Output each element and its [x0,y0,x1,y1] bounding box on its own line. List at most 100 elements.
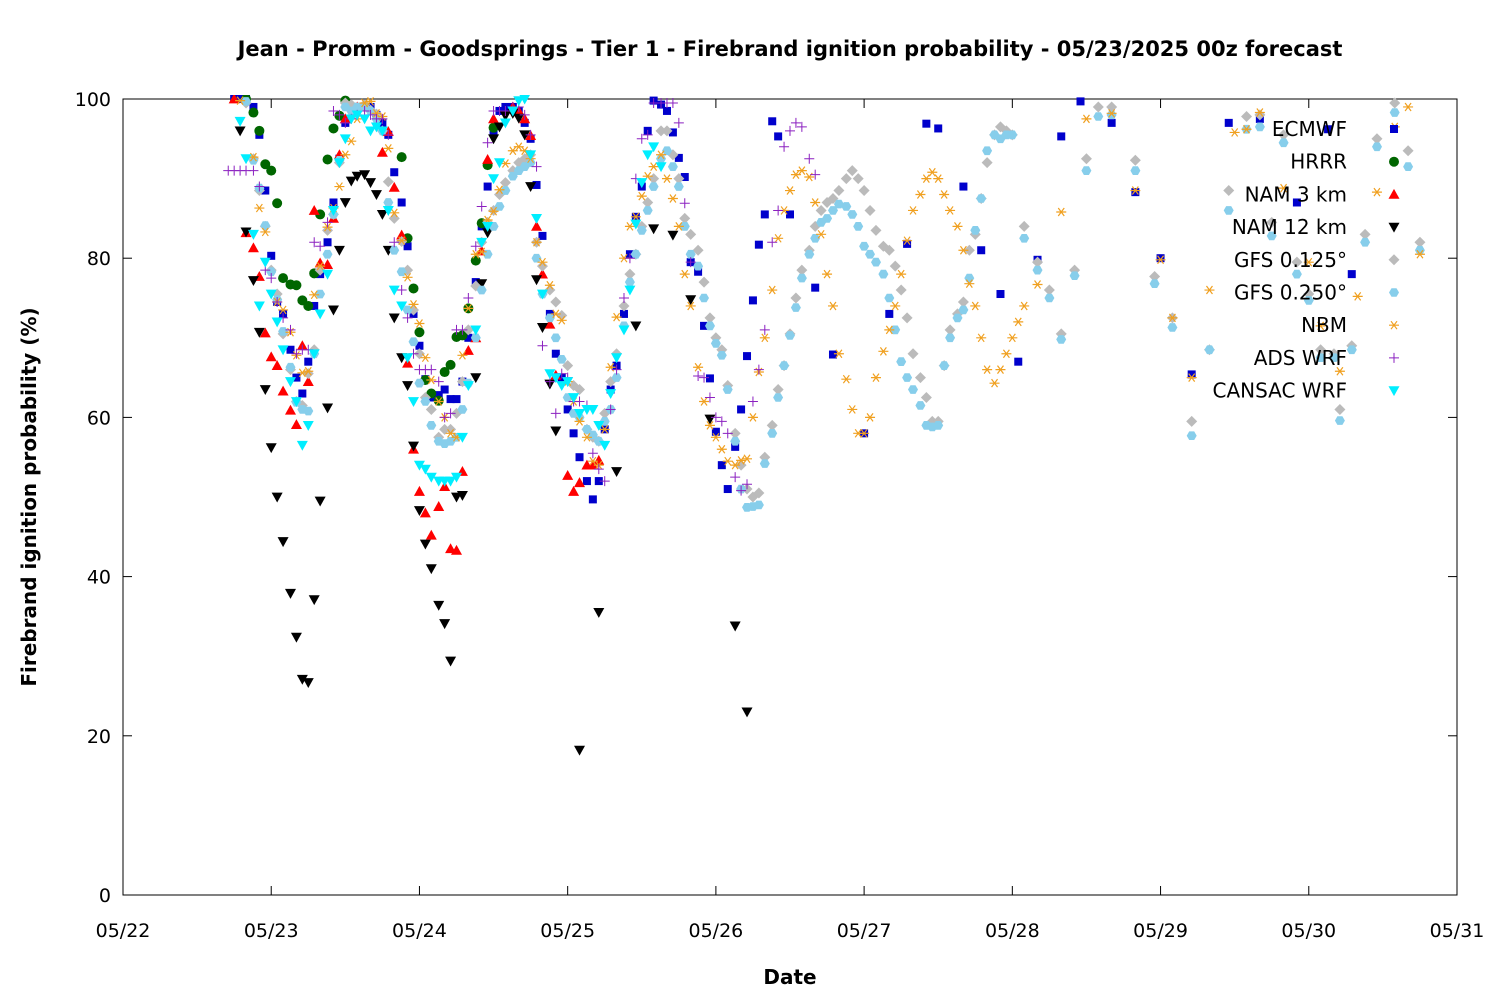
point-nbm [759,333,770,343]
point-nam-12-km [359,170,371,181]
point-ecmwf [737,405,746,414]
point-ads-wrf [804,153,815,164]
point-gfs-0-250 [890,325,901,335]
point-nbm [624,222,635,231]
point-cansac-wrf [284,377,296,388]
point-nam-12-km [593,608,605,618]
point-nbm [537,257,548,267]
point-gfs-0-250 [278,327,289,336]
point-nbm [816,229,827,239]
point-nbm [833,349,844,359]
point-gfs-0-125 [907,348,919,360]
point-gfs-0-125 [1043,284,1055,296]
point-nbm [890,301,901,311]
point-ads-wrf [742,479,753,490]
point-ecmwf [483,182,492,191]
point-ecmwf [1292,198,1301,207]
point-gfs-0-250 [982,146,993,156]
point-gfs-0-125 [499,177,511,189]
point-ads-wrf [759,324,770,335]
point-nam-3-km [574,477,586,488]
point-gfs-0-125 [895,284,907,296]
point-ecmwf [249,102,258,111]
point-nbm [970,301,981,311]
legend-label-gfs-0-125: GFS 0.125° [1234,248,1347,272]
point-gfs-0-125 [388,212,400,224]
point-nam-12-km [247,276,259,286]
point-gfs-0-250 [1093,112,1104,121]
point-nbm [1019,301,1030,311]
point-hrrr [266,165,277,176]
point-ecmwf [694,267,703,276]
point-ecmwf [532,180,541,189]
point-nbm [457,350,468,360]
point-gfs-0-125 [815,204,827,216]
point-cansac-wrf [370,122,382,133]
point-gfs-0-250 [241,97,251,106]
point-gfs-0-250 [871,257,881,267]
y-tick-label: 20 [87,726,111,748]
point-nam-12-km [234,126,246,137]
point-nbm [865,413,876,422]
point-gfs-0-250 [1403,162,1414,171]
point-ads-wrf [426,364,437,375]
point-cansac-wrf [339,134,351,145]
point-ads-wrf [747,396,758,407]
point-gfs-0-125 [957,296,969,308]
point-ads-wrf [309,237,320,248]
point-gfs-0-125 [914,372,926,384]
point-nam-12-km [456,491,468,501]
point-nam-12-km [741,707,753,718]
point-ecmwf [754,240,763,249]
point-ads-wrf [328,105,339,116]
point-nbm [611,312,622,322]
point-nbm [531,237,542,247]
point-hrrr [470,255,481,266]
point-nam-12-km [476,279,488,290]
point-nbm [334,182,345,191]
legend: ECMWF HRRR NAM 3 km NAM 12 km GFS 0.125° GFS … [1212,117,1400,403]
point-gfs-0-125 [1092,101,1104,113]
point-hrrr [439,367,450,378]
point-gfs-0-250 [303,406,314,416]
point-cansac-wrf [605,389,617,400]
point-gfs-0-250 [716,351,727,360]
legend-marker-nbm [1389,320,1399,330]
point-nam-12-km [290,632,302,643]
point-cansac-wrf [253,301,265,312]
x-tick-label: 05/26 [689,920,744,942]
point-ads-wrf [730,472,741,483]
point-nbm [870,373,881,382]
point-gfs-0-250 [693,261,704,271]
point-nam-12-km [729,621,741,632]
point-gfs-0-250 [1334,416,1345,425]
point-ads-wrf [605,404,616,415]
point-cansac-wrf [413,460,425,471]
point-gfs-0-125 [692,244,704,256]
point-gfs-0-250 [408,337,419,347]
point-nbm [1303,257,1314,267]
point-cansac-wrf [359,114,371,125]
point-ads-wrf [482,137,493,148]
point-cansac-wrf [345,114,357,125]
point-gfs-0-125 [413,348,425,360]
point-cansac-wrf [655,162,667,173]
point-nbm [550,309,561,319]
point-nam-12-km [488,134,500,145]
point-gfs-0-125 [1149,271,1161,283]
point-hrrr [457,330,468,341]
point-hrrr [303,300,314,311]
point-ads-wrf [525,129,536,140]
point-ecmwf [723,485,732,494]
point-nbm [1001,349,1012,359]
point-gfs-0-125 [883,244,895,256]
point-ads-wrf [377,113,388,124]
point-gfs-0-250 [1130,166,1141,175]
point-cansac-wrf [488,174,500,185]
point-ads-wrf [322,217,333,228]
point-ecmwf [903,239,912,248]
point-nbm [1229,128,1240,137]
point-gfs-0-250 [667,162,678,171]
point-cansac-wrf [525,150,537,161]
point-ecmwf [1224,118,1233,127]
